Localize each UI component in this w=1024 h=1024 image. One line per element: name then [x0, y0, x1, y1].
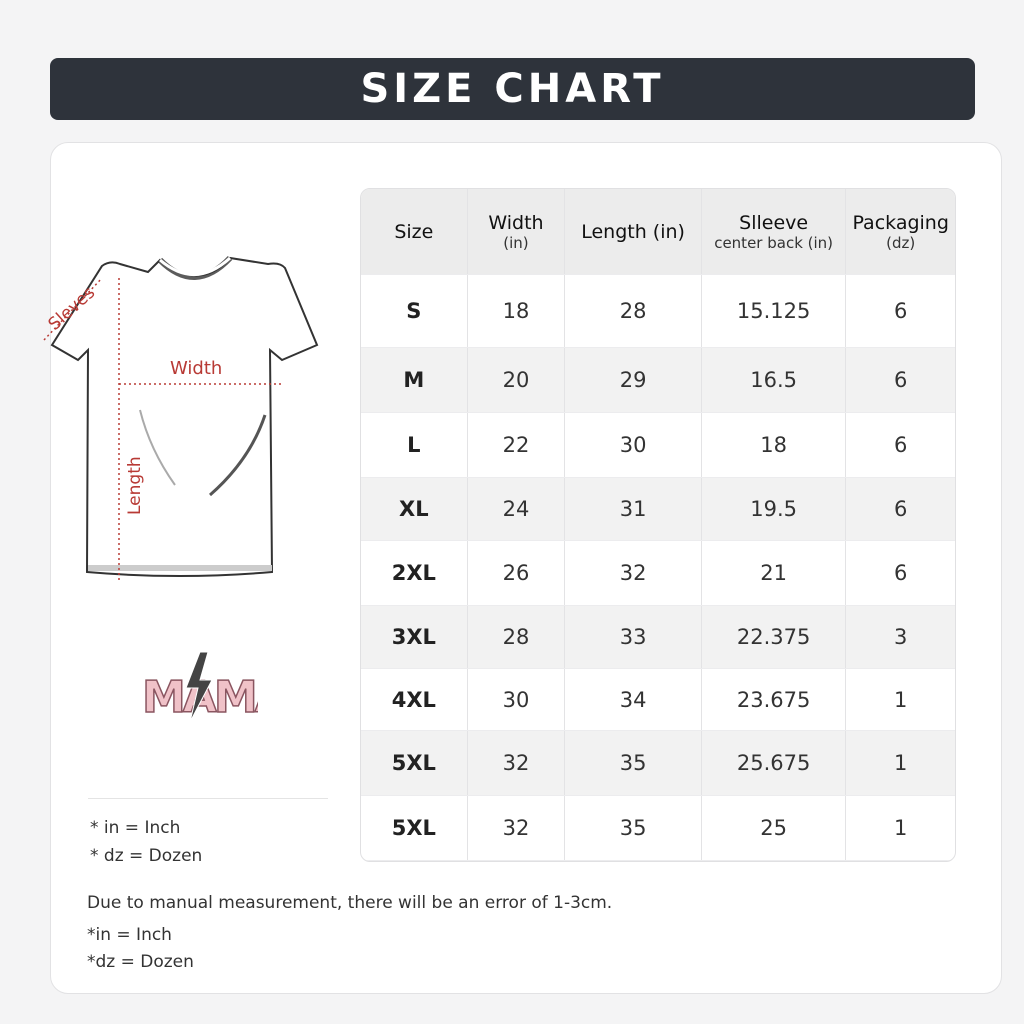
size-cell: 3XL — [361, 606, 468, 668]
divider — [88, 798, 328, 799]
column-header: Width (in) — [468, 189, 566, 274]
table-row: 4XL 30 34 23.675 1 — [361, 669, 955, 731]
legend-dozen: * dz = Dozen — [90, 846, 203, 866]
disclaimer: Due to manual measurement, there will be… — [87, 893, 613, 913]
value-cell: 32 — [565, 541, 702, 605]
table-row: M 20 29 16.5 6 — [361, 348, 955, 413]
lightning-bolt-icon — [185, 651, 213, 723]
value-cell: 6 — [894, 561, 908, 585]
size-cell: 4XL — [361, 669, 468, 730]
value-cell: 29 — [565, 348, 702, 412]
size-cell: XL — [361, 478, 468, 540]
header-label: Width — [488, 211, 544, 234]
tshirt-outline — [50, 256, 319, 577]
value-cell: 32 — [468, 796, 566, 860]
value-cell: 18 — [468, 275, 566, 347]
table-row: L 22 30 18 6 — [361, 413, 955, 478]
value-cell: 30 — [565, 413, 702, 477]
value-cell: 16.5 — [702, 348, 847, 412]
column-header: Slleeve center back (in) — [702, 189, 847, 274]
header-label: Length (in) — [581, 220, 685, 243]
column-header: Length (in) — [565, 189, 702, 274]
width-label: Width — [170, 358, 222, 379]
value-cell: 31 — [565, 478, 702, 540]
value-cell: 1 — [894, 816, 908, 840]
value-cell: 6 — [894, 299, 908, 323]
table-header: Size Width (in) Length (in) Slleeve center ba… — [361, 189, 955, 275]
value-cell: 28 — [565, 275, 702, 347]
value-cell: 15.125 — [702, 275, 847, 347]
size-cell: L — [361, 413, 468, 477]
value-cell: 25.675 — [702, 731, 847, 795]
sleeve-measure-line — [43, 277, 103, 341]
value-cell: 3 — [894, 625, 908, 649]
column-header: Size — [361, 189, 468, 274]
footer-inch: *in = Inch — [87, 925, 172, 945]
value-cell: 19.5 — [702, 478, 847, 540]
value-cell: 24 — [468, 478, 566, 540]
header-label: Packaging — [852, 211, 949, 234]
table-row: S 18 28 15.125 6 — [361, 275, 955, 348]
length-label: Length — [125, 456, 145, 515]
value-cell: 6 — [894, 368, 908, 392]
title-banner: SIZE CHART — [50, 58, 975, 120]
value-cell: 22 — [468, 413, 566, 477]
table-row: 5XL 32 35 25.675 1 — [361, 731, 955, 796]
value-cell: 6 — [894, 497, 908, 521]
value-cell: 6 — [894, 433, 908, 457]
value-cell: 32 — [468, 731, 566, 795]
page-title: SIZE CHART — [360, 66, 665, 112]
value-cell: 25 — [702, 796, 847, 860]
header-unit: (dz) — [886, 233, 916, 252]
table-row: XL 24 31 19.5 6 — [361, 478, 955, 541]
value-cell: 28 — [468, 606, 566, 668]
header-unit: center back (in) — [714, 233, 834, 252]
size-cell: 5XL — [361, 731, 468, 795]
value-cell: 23.675 — [702, 669, 847, 730]
value-cell: 18 — [702, 413, 847, 477]
size-cell: M — [361, 348, 468, 412]
value-cell: 1 — [894, 751, 908, 775]
value-cell: 21 — [702, 541, 847, 605]
table-row: 3XL 28 33 22.375 3 — [361, 606, 955, 669]
size-table: Size Width (in) Length (in) Slleeve center ba… — [360, 188, 956, 862]
header-label: Slleeve — [739, 211, 809, 234]
value-cell: 26 — [468, 541, 566, 605]
header-label: Size — [394, 220, 434, 243]
header-unit: (in) — [503, 233, 529, 252]
size-cell: 5XL — [361, 796, 468, 860]
value-cell: 30 — [468, 669, 566, 730]
column-header: Packaging (dz) — [846, 189, 955, 274]
value-cell: 20 — [468, 348, 566, 412]
value-cell: 1 — [894, 687, 908, 712]
table-row: 2XL 26 32 21 6 — [361, 541, 955, 606]
value-cell: 33 — [565, 606, 702, 668]
mama-logo: MAMA — [141, 651, 258, 724]
size-cell: 2XL — [361, 541, 468, 605]
value-cell: 22.375 — [702, 606, 847, 668]
value-cell: 34 — [565, 669, 702, 730]
size-cell: S — [361, 275, 468, 347]
tshirt-diagram: Sleves Width Length — [43, 255, 319, 580]
legend-inch: * in = Inch — [90, 818, 181, 838]
value-cell: 35 — [565, 731, 702, 795]
footer-dozen: *dz = Dozen — [87, 952, 194, 972]
value-cell: 35 — [565, 796, 702, 860]
table-row: 5XL 32 35 25 1 — [361, 796, 955, 861]
